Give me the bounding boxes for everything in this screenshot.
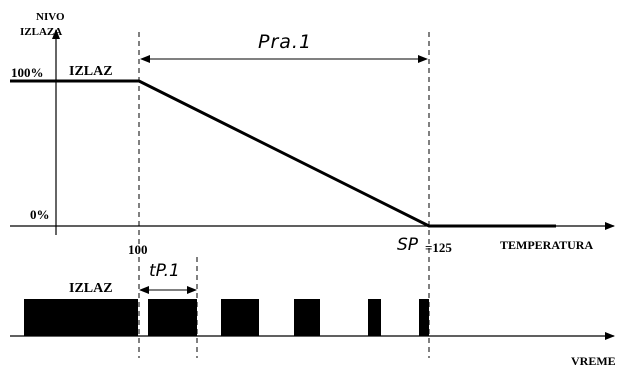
time-axis-label: VREME bbox=[571, 354, 616, 365]
output-pulses bbox=[24, 299, 429, 336]
y-tick-0: 0% bbox=[30, 207, 50, 222]
cycle-time-label: tP.1 bbox=[149, 261, 180, 281]
temperature-axis-label: TEMPERATURA bbox=[500, 238, 593, 252]
output-pulse bbox=[419, 299, 429, 336]
output-pulse bbox=[294, 299, 320, 336]
x-tick-100: 100 bbox=[128, 242, 148, 257]
y-axis-label-line2: IZLAZA bbox=[20, 26, 62, 38]
output-characteristic-line bbox=[10, 79, 556, 228]
setpoint-value: =125 bbox=[425, 240, 452, 255]
setpoint-label: SP bbox=[397, 235, 419, 255]
output-pulse bbox=[221, 299, 259, 336]
proportional-band-label: Pra.1 bbox=[258, 31, 312, 53]
output-label-bottom: IZLAZ bbox=[69, 281, 113, 296]
output-pulse bbox=[148, 299, 197, 336]
y-tick-100: 100% bbox=[11, 65, 44, 80]
output-label-top: IZLAZ bbox=[69, 64, 113, 79]
y-axis-label-line1: NIVO bbox=[36, 11, 65, 23]
output-pulse bbox=[24, 299, 138, 336]
output-pulse bbox=[368, 299, 381, 336]
